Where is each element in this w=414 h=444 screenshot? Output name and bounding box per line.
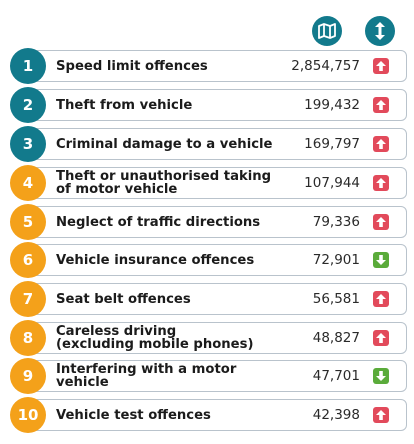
rank-badge: 7 <box>10 281 46 317</box>
offence-label-line-1: Theft or unauthorised taking <box>56 169 272 184</box>
offence-label-line-2: (excluding mobile phones) <box>56 337 254 352</box>
offence-count: 79,336 <box>312 214 360 230</box>
trend-down-icon <box>373 368 389 384</box>
rank-badge: 5 <box>10 204 46 240</box>
rank-badge: 9 <box>10 358 46 394</box>
trend-up-icon <box>373 291 389 307</box>
row-background <box>28 89 407 121</box>
offence-count: 169,797 <box>304 136 360 152</box>
offence-count: 42,398 <box>312 407 360 423</box>
offence-count: 56,581 <box>312 291 360 307</box>
list-item[interactable]: 1 Speed limit offences 2,854,757 <box>10 48 407 84</box>
rank-badge: 1 <box>10 48 46 84</box>
offence-count: 107,944 <box>304 175 360 191</box>
trend-up-icon <box>373 175 389 191</box>
trend-up-icon <box>373 58 389 74</box>
rank-badge: 2 <box>10 87 46 123</box>
offence-label: Speed limit offences <box>56 58 208 74</box>
row-background <box>28 399 407 431</box>
offence-label-line-2: of motor vehicle <box>56 182 178 197</box>
row-background <box>28 322 407 354</box>
list-header <box>0 16 414 46</box>
rank-badge: 10 <box>10 397 46 433</box>
trend-up-icon <box>373 136 389 152</box>
offence-count: 47,701 <box>312 368 360 384</box>
offence-label-line-1: Careless driving <box>56 324 177 339</box>
list-item[interactable]: 6 Vehicle insurance offences 72,901 <box>10 242 407 278</box>
rank-badge: 6 <box>10 242 46 278</box>
offence-label: Interfering with a motor vehicle <box>56 362 237 390</box>
trend-up-icon <box>373 330 389 346</box>
list-item[interactable]: 3 Criminal damage to a vehicle 169,797 <box>10 126 407 162</box>
offence-label: Vehicle insurance offences <box>56 252 255 268</box>
sort-button[interactable] <box>365 16 395 46</box>
trend-down-icon <box>373 252 389 268</box>
sort-icon <box>375 22 385 40</box>
rank-badge: 4 <box>10 165 46 201</box>
offence-count: 199,432 <box>304 97 360 113</box>
offence-count: 2,854,757 <box>291 58 360 74</box>
offence-label: Vehicle test offences <box>56 407 211 423</box>
list-item[interactable]: 2 Theft from vehicle 199,432 <box>10 87 407 123</box>
row-background <box>28 167 407 199</box>
offence-count: 48,827 <box>312 330 360 346</box>
offence-label: Careless driving (excluding mobile phones… <box>56 322 276 354</box>
row-background <box>28 206 407 238</box>
trend-up-icon <box>373 214 389 230</box>
row-background <box>28 50 407 82</box>
list-item[interactable]: 9 Interfering with a motor vehicle 47,701 <box>10 358 407 394</box>
map-view-button[interactable] <box>312 16 342 46</box>
row-background <box>28 360 407 392</box>
map-icon <box>318 23 336 39</box>
list-item[interactable]: 5 Neglect of traffic directions 79,336 <box>10 204 407 240</box>
rank-badge: 8 <box>10 320 46 356</box>
rank-badge: 3 <box>10 126 46 162</box>
offence-label: Theft from vehicle <box>56 97 193 113</box>
offence-label: Criminal damage to a vehicle <box>56 136 273 152</box>
row-background <box>28 128 407 160</box>
offence-label: Theft or unauthorised taking of motor veh… <box>56 167 276 199</box>
list-item[interactable]: 7 Seat belt offences 56,581 <box>10 281 407 317</box>
list-item[interactable]: 4 Theft or unauthorised taking of motor ve… <box>10 165 407 201</box>
trend-up-icon <box>373 407 389 423</box>
offence-label: Neglect of traffic directions <box>56 214 261 230</box>
offence-label: Seat belt offences <box>56 291 191 307</box>
trend-up-icon <box>373 97 389 113</box>
row-background <box>28 244 407 276</box>
row-background <box>28 283 407 315</box>
list-item[interactable]: 10 Vehicle test offences 42,398 <box>10 397 407 433</box>
offence-count: 72,901 <box>312 252 360 268</box>
list-item[interactable]: 8 Careless driving (excluding mobile phone… <box>10 320 407 356</box>
